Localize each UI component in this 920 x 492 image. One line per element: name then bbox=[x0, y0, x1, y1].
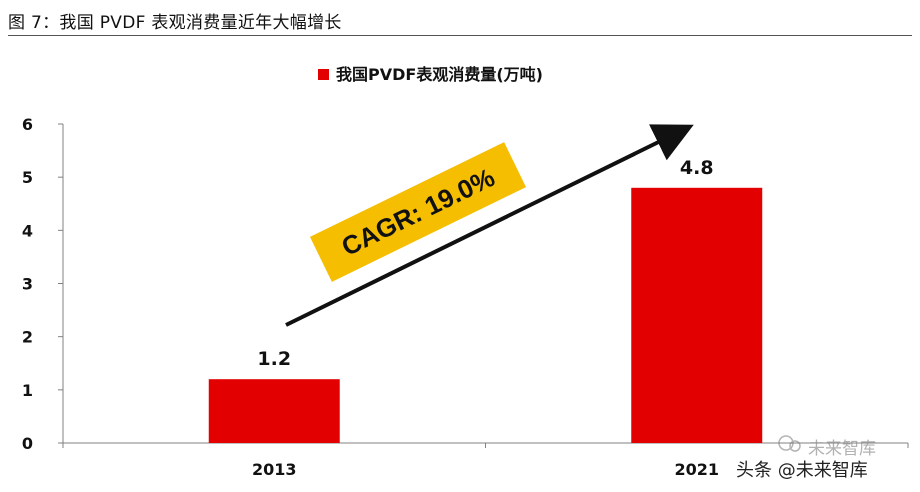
y-tick-label: 0 bbox=[22, 434, 33, 453]
y-tick-label: 6 bbox=[22, 115, 33, 134]
legend-swatch bbox=[318, 69, 329, 80]
watermark: 未来智库 头条 @未来智库 bbox=[728, 432, 916, 488]
y-tick-label: 4 bbox=[22, 221, 33, 240]
x-tick-label-2021: 2021 bbox=[674, 460, 719, 479]
bars bbox=[208, 187, 763, 443]
y-tick-label: 5 bbox=[22, 168, 33, 187]
legend-label: 我国PVDF表观消费量(万吨) bbox=[336, 65, 543, 84]
watermark-logo-text: 未来智库 bbox=[808, 439, 876, 459]
data-label-2021: 4.8 bbox=[680, 157, 714, 179]
bar-2021 bbox=[631, 187, 763, 443]
y-tick-label: 1 bbox=[22, 381, 33, 400]
watermark-caption: 头条 @未来智库 bbox=[736, 460, 868, 481]
y-axis-ticks: 0 1 2 3 4 5 6 bbox=[22, 115, 63, 453]
data-labels: 1.2 4.8 bbox=[257, 157, 713, 370]
data-label-2013: 1.2 bbox=[257, 348, 291, 370]
x-tick-label-2013: 2013 bbox=[252, 460, 297, 479]
x-axis-ticks: 2013 2021 bbox=[62, 443, 909, 479]
y-tick-label: 2 bbox=[22, 328, 33, 347]
cagr-arrow bbox=[285, 124, 694, 327]
watermark-logo-icon bbox=[778, 435, 801, 452]
title-divider bbox=[8, 35, 912, 36]
bar-2013 bbox=[208, 379, 340, 443]
figure-title: 图 7：我国 PVDF 表观消费量近年大幅增长 bbox=[8, 13, 342, 33]
cagr-box bbox=[309, 142, 527, 282]
y-tick-label: 3 bbox=[22, 275, 33, 294]
